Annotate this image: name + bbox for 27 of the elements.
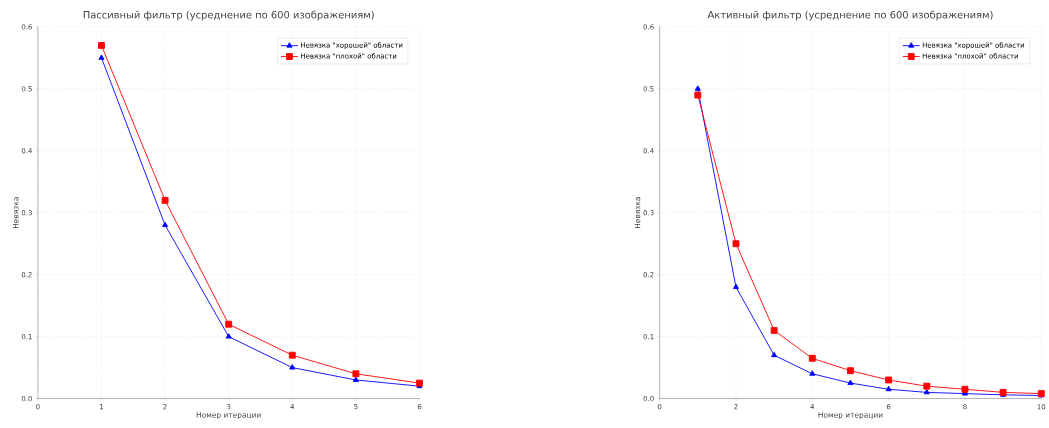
chart-title: Активный фильтр (усреднение по 600 изображениям) [707, 10, 993, 21]
point [161, 196, 169, 204]
point [98, 41, 105, 49]
point [809, 370, 816, 376]
chart-title: Пассивный фильтр (усреднение по 600 изображениям) [83, 10, 374, 21]
point [732, 240, 740, 247]
point [923, 382, 931, 390]
point [732, 283, 739, 289]
point [288, 351, 296, 359]
point [694, 91, 702, 99]
point [885, 376, 893, 384]
point [885, 385, 892, 391]
point [961, 385, 969, 393]
point [770, 326, 778, 334]
point [352, 376, 359, 382]
point [162, 221, 169, 227]
point [923, 388, 930, 395]
point [808, 354, 816, 362]
point [694, 85, 701, 91]
point [771, 351, 778, 357]
point [352, 370, 360, 377]
point [847, 367, 854, 374]
point [225, 320, 233, 328]
point [98, 54, 105, 60]
point [289, 363, 296, 370]
point [225, 332, 232, 339]
point [847, 379, 854, 385]
